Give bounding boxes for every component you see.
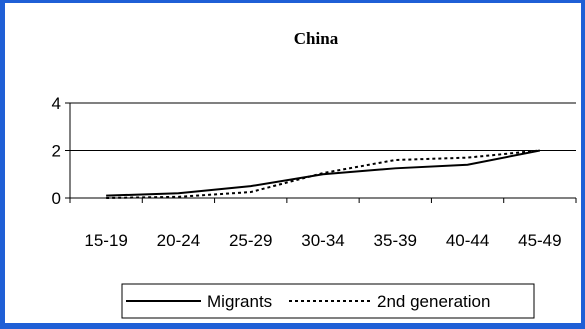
series-lines [106,149,541,199]
gridlines [70,102,576,151]
chart-frame: China 0 2 4 15-19 20-24 25-29 30-34 35-39 40-44… [5,3,581,323]
line-chart: China 0 2 4 15-19 20-24 25-29 30-34 35-39 40-44… [52,29,577,319]
x-tick-label: 15-19 [84,231,127,250]
x-tick-labels: 15-19 20-24 25-29 30-34 35-39 40-44 45-49 [84,231,561,250]
y-tick-label: 2 [52,142,61,161]
legend: Migrants 2nd generation [121,283,535,319]
legend-label: 2nd generation [377,292,490,311]
x-tick-label: 30-34 [301,231,344,250]
chart-title: China [294,29,339,48]
x-tick-label: 20-24 [157,231,200,250]
axes [65,102,577,203]
x-tick-label: 25-29 [229,231,272,250]
y-tick-label: 4 [52,94,61,113]
y-tick-labels: 0 2 4 [52,94,61,208]
legend-label: Migrants [207,292,272,311]
x-tick-label: 45-49 [518,231,561,250]
x-tick-label: 40-44 [446,231,489,250]
y-tick-label: 0 [52,189,61,208]
x-tick-label: 35-39 [374,231,417,250]
